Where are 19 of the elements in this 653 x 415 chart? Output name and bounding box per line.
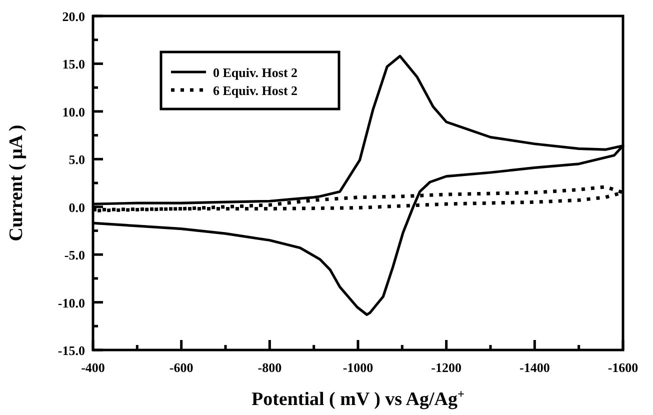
y-tick-label: 20.0 <box>62 9 85 24</box>
y-tick-label: 5.0 <box>68 152 85 168</box>
x-tick-label: -1200 <box>431 360 462 375</box>
y-tick-label: 0.0 <box>68 200 85 215</box>
x-tick-label: -1400 <box>519 360 550 375</box>
y-tick-label: -15.0 <box>58 343 85 358</box>
legend-label: 0 Equiv. Host 2 <box>213 65 298 80</box>
legend-label: 6 Equiv. Host 2 <box>213 83 298 98</box>
x-tick-label: -400 <box>81 360 105 375</box>
x-axis-title: Potential ( mV ) vs Ag/Ag$^{+}$ <box>251 387 465 410</box>
x-tick-label: -600 <box>169 360 194 375</box>
y-tick-label: -10.0 <box>58 295 85 310</box>
y-axis-title: Current ( μA ) <box>6 124 27 242</box>
x-tick-label: -800 <box>258 360 282 375</box>
x-tick-label: -1000 <box>342 360 374 375</box>
y-tick-label: 15.0 <box>62 56 85 72</box>
y-tick-label: 10.0 <box>62 104 85 120</box>
x-tick-label: -1600 <box>608 360 638 375</box>
y-tick-label: -5.0 <box>64 248 85 263</box>
